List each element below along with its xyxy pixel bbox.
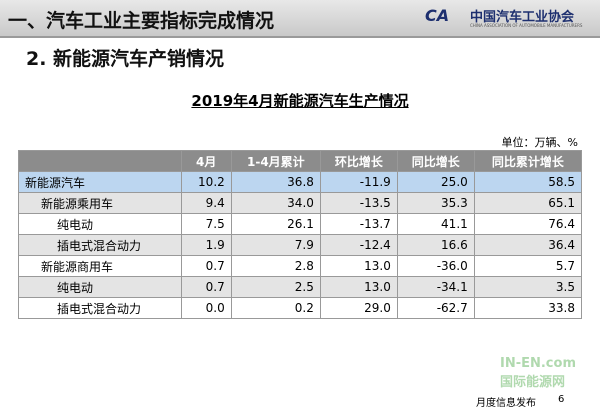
cell-value: 0.7 xyxy=(180,255,232,277)
cell-value: 16.6 xyxy=(396,234,475,256)
cell-value: -34.1 xyxy=(396,276,475,298)
column-header: 4月 xyxy=(180,150,232,172)
cell-value: 0.2 xyxy=(230,297,321,319)
cell-value: 9.4 xyxy=(180,192,232,214)
cell-value: 0.7 xyxy=(180,276,232,298)
cell-value: 1.9 xyxy=(180,234,232,256)
cell-value: 36.8 xyxy=(230,171,321,193)
page-number: 6 xyxy=(558,394,565,405)
cell-value: -11.9 xyxy=(319,171,398,193)
watermark-name: 国际能源网 xyxy=(500,375,566,390)
cell-value: 36.4 xyxy=(473,234,583,256)
column-header xyxy=(18,150,182,172)
cell-value: -62.7 xyxy=(396,297,475,319)
header-bar xyxy=(0,0,600,38)
row-label: 插电式混合动力 xyxy=(18,234,182,256)
unit-note: 单位：万辆、% xyxy=(501,136,578,149)
logo-mark: CA xyxy=(425,6,450,25)
table-title: 2019年4月新能源汽车生产情况 xyxy=(191,92,409,110)
cell-value: 25.0 xyxy=(396,171,475,193)
cell-value: -36.0 xyxy=(396,255,475,277)
row-label: 纯电动 xyxy=(18,276,182,298)
column-header: 环比增长 xyxy=(319,150,398,172)
cell-value: 29.0 xyxy=(319,297,398,319)
cell-value: 0.0 xyxy=(180,297,232,319)
cell-value: 3.5 xyxy=(473,276,583,298)
table-row: 新能源乘用车 9.4 34.0 -13.5 35.3 65.1 xyxy=(18,192,583,214)
watermark: IN-EN.com 国际能源网 xyxy=(500,356,576,390)
cell-value: 35.3 xyxy=(396,192,475,214)
row-label: 新能源商用车 xyxy=(18,255,182,277)
row-label: 纯电动 xyxy=(18,213,182,235)
cell-value: 10.2 xyxy=(180,171,232,193)
table-row: 插电式混合动力 1.9 7.9 -12.4 16.6 36.4 xyxy=(18,234,583,256)
cell-value: 58.5 xyxy=(473,171,583,193)
cell-value: 13.0 xyxy=(319,276,398,298)
header-row: 4月 1-4月累计 环比增长 同比增长 同比累计增长 xyxy=(18,150,583,172)
table-row: 纯电动 7.5 26.1 -13.7 41.1 76.4 xyxy=(18,213,583,235)
cell-value: 65.1 xyxy=(473,192,583,214)
watermark-url: IN-EN.com xyxy=(500,356,576,371)
cell-value: 33.8 xyxy=(473,297,583,319)
cell-value: 76.4 xyxy=(473,213,583,235)
logo-english: CHINA ASSOCIATION OF AUTOMOBILE MANUFACT… xyxy=(470,23,583,28)
table-row: 插电式混合动力 0.0 0.2 29.0 -62.7 33.8 xyxy=(18,297,583,319)
cell-value: 41.1 xyxy=(396,213,475,235)
slide-title: 一、汽车工业主要指标完成情况 xyxy=(8,10,275,32)
cell-value: 7.5 xyxy=(180,213,232,235)
cell-value: 5.7 xyxy=(473,255,583,277)
table-row: 纯电动 0.7 2.5 13.0 -34.1 3.5 xyxy=(18,276,583,298)
column-header: 同比累计增长 xyxy=(473,150,583,172)
row-label: 插电式混合动力 xyxy=(18,297,182,319)
row-label: 新能源汽车 xyxy=(18,171,182,193)
cell-value: -13.5 xyxy=(319,192,398,214)
logo-text: 中国汽车工业协会 xyxy=(470,10,575,25)
cell-value: 26.1 xyxy=(230,213,321,235)
section-title: 2. 新能源汽车产销情况 xyxy=(26,48,225,70)
column-header: 1-4月累计 xyxy=(230,150,321,172)
cell-value: 2.5 xyxy=(230,276,321,298)
cell-value: 13.0 xyxy=(319,255,398,277)
cell-value: -13.7 xyxy=(319,213,398,235)
row-label: 新能源乘用车 xyxy=(18,192,182,214)
cell-value: 7.9 xyxy=(230,234,321,256)
cell-value: 34.0 xyxy=(230,192,321,214)
cell-value: -12.4 xyxy=(319,234,398,256)
cell-value: 2.8 xyxy=(230,255,321,277)
table-row: 新能源汽车 10.2 36.8 -11.9 25.0 58.5 xyxy=(18,171,583,193)
column-header: 同比增长 xyxy=(396,150,475,172)
data-table: 4月 1-4月累计 环比增长 同比增长 同比累计增长 新能源汽车 10.2 36.8 -11.9… xyxy=(18,150,583,319)
footer-text: 月度信息发布 xyxy=(476,398,536,409)
table-row: 新能源商用车 0.7 2.8 13.0 -36.0 5.7 xyxy=(18,255,583,277)
